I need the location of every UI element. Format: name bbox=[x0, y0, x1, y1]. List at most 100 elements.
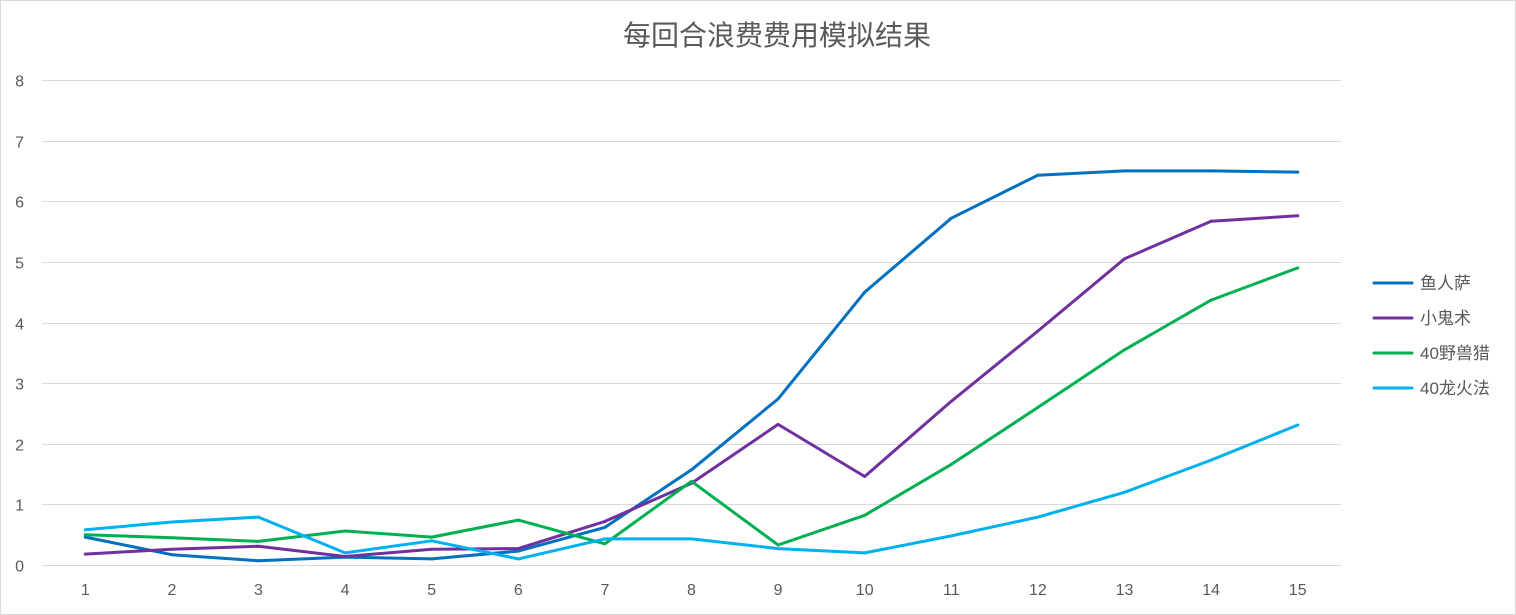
legend-label: 40野兽猎 bbox=[1420, 344, 1490, 363]
x-tick-label: 3 bbox=[254, 582, 263, 599]
data-point bbox=[949, 399, 953, 403]
data-point bbox=[170, 547, 174, 551]
data-point bbox=[1036, 515, 1040, 519]
data-point bbox=[949, 462, 953, 466]
legend-label: 小鬼术 bbox=[1420, 309, 1471, 328]
data-point bbox=[516, 549, 520, 553]
data-point bbox=[430, 557, 434, 561]
legend-label: 鱼人萨 bbox=[1420, 274, 1471, 293]
x-tick-label: 5 bbox=[427, 582, 436, 599]
data-point bbox=[1209, 219, 1213, 223]
data-point bbox=[1123, 348, 1126, 352]
x-tick-label: 8 bbox=[687, 582, 696, 599]
data-point bbox=[1209, 458, 1213, 462]
y-tick-label: 0 bbox=[15, 559, 24, 576]
data-point bbox=[430, 539, 434, 543]
data-point bbox=[603, 542, 607, 546]
series-3 bbox=[83, 266, 1300, 547]
data-point bbox=[1036, 329, 1040, 333]
data-point bbox=[690, 537, 693, 541]
data-point bbox=[776, 422, 780, 426]
data-point bbox=[83, 535, 87, 539]
data-point bbox=[1209, 169, 1213, 173]
data-point bbox=[603, 519, 607, 523]
data-point bbox=[343, 555, 347, 559]
data-point bbox=[690, 479, 693, 483]
series-4 bbox=[83, 423, 1300, 561]
y-tick-label: 3 bbox=[15, 377, 24, 394]
legend-item: 40龙火法 bbox=[1372, 379, 1490, 398]
x-tick-label: 4 bbox=[341, 582, 350, 599]
data-point bbox=[1123, 257, 1126, 261]
series-2 bbox=[83, 214, 1300, 559]
data-point bbox=[1296, 266, 1300, 270]
data-point bbox=[949, 534, 953, 538]
y-tick-label: 2 bbox=[15, 438, 24, 455]
data-point bbox=[776, 397, 780, 401]
data-point bbox=[863, 290, 867, 294]
data-point bbox=[603, 525, 607, 529]
data-point bbox=[1296, 170, 1300, 174]
data-point bbox=[776, 547, 780, 551]
y-axis: 0 1 2 3 4 5 6 7 8 bbox=[15, 74, 24, 576]
legend-item: 小鬼术 bbox=[1372, 309, 1471, 328]
data-point bbox=[257, 515, 260, 519]
x-tick-label: 7 bbox=[600, 582, 609, 599]
data-point bbox=[83, 552, 87, 556]
x-tick-label: 14 bbox=[1202, 582, 1220, 599]
data-point bbox=[1036, 173, 1040, 177]
x-tick-label: 9 bbox=[774, 582, 783, 599]
data-point bbox=[1036, 405, 1040, 409]
legend-label: 40龙火法 bbox=[1420, 379, 1490, 398]
data-point bbox=[516, 557, 520, 561]
data-point bbox=[603, 537, 607, 541]
x-tick-label: 12 bbox=[1029, 582, 1047, 599]
data-point bbox=[170, 553, 174, 557]
data-point bbox=[690, 468, 693, 472]
legend-item: 鱼人萨 bbox=[1372, 274, 1471, 293]
data-point bbox=[170, 536, 174, 540]
y-tick-label: 1 bbox=[15, 498, 24, 515]
y-tick-label: 8 bbox=[15, 74, 24, 91]
data-point bbox=[1296, 423, 1300, 427]
y-tick-label: 6 bbox=[15, 195, 24, 212]
data-point bbox=[257, 559, 260, 563]
data-point bbox=[863, 513, 867, 517]
data-point bbox=[516, 547, 520, 551]
x-tick-label: 2 bbox=[167, 582, 176, 599]
data-point bbox=[1296, 214, 1300, 218]
data-point bbox=[863, 474, 867, 478]
data-point bbox=[83, 533, 87, 537]
gridlines bbox=[42, 80, 1341, 566]
x-tick-label: 1 bbox=[81, 582, 90, 599]
x-axis: 1 2 3 4 5 6 7 8 9 10 11 12 13 14 15 bbox=[81, 582, 1307, 599]
plot-area bbox=[83, 169, 1300, 563]
y-tick-label: 5 bbox=[15, 256, 24, 273]
chart-title: 每回合浪费费用模拟结果 bbox=[623, 20, 931, 51]
x-tick-label: 15 bbox=[1289, 582, 1307, 599]
data-point bbox=[343, 551, 347, 555]
data-point bbox=[257, 544, 260, 548]
data-point bbox=[430, 547, 434, 551]
legend-item: 40野兽猎 bbox=[1372, 344, 1490, 363]
data-point bbox=[83, 528, 87, 532]
data-point bbox=[257, 539, 260, 543]
x-tick-label: 13 bbox=[1116, 582, 1134, 599]
x-tick-label: 6 bbox=[514, 582, 523, 599]
data-point bbox=[1123, 490, 1126, 494]
data-point bbox=[1123, 169, 1126, 173]
data-point bbox=[516, 518, 520, 522]
data-point bbox=[776, 543, 780, 547]
data-point bbox=[430, 535, 434, 539]
x-tick-label: 10 bbox=[856, 582, 874, 599]
data-point bbox=[863, 551, 867, 555]
y-tick-label: 4 bbox=[15, 317, 24, 334]
y-tick-label: 7 bbox=[15, 135, 24, 152]
data-point bbox=[343, 529, 347, 533]
data-point bbox=[949, 216, 953, 220]
data-point bbox=[1209, 298, 1213, 302]
data-point bbox=[170, 520, 174, 524]
